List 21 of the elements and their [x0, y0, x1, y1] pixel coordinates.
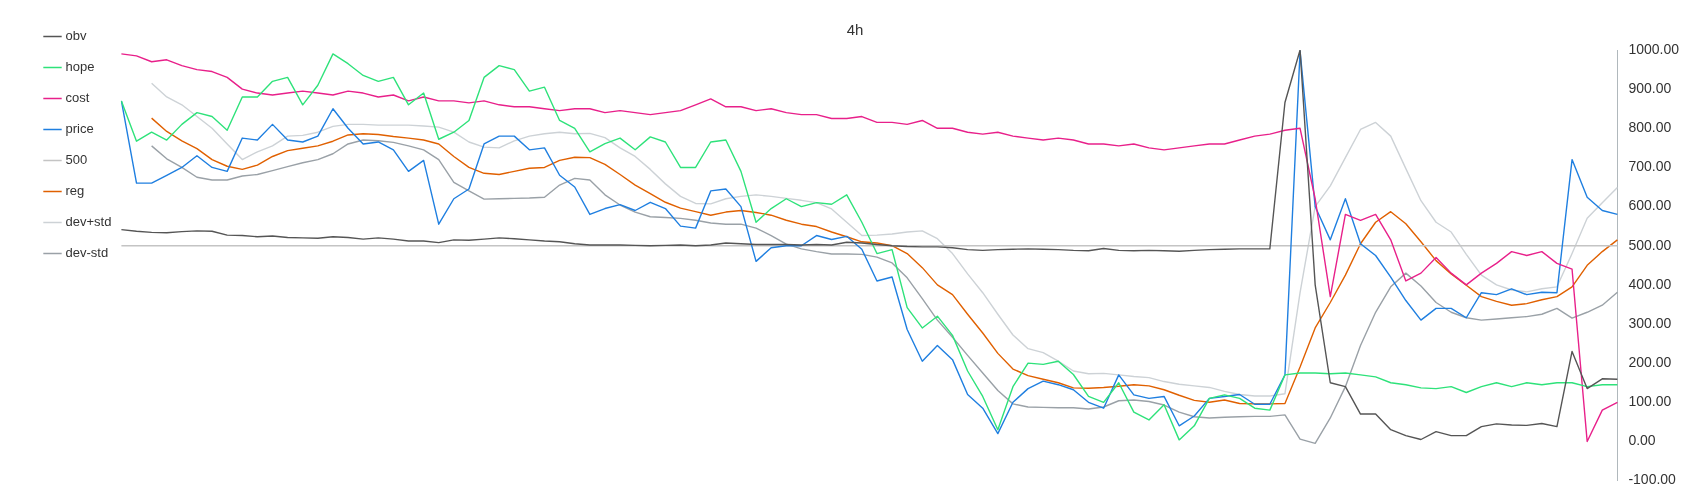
legend-label: price	[65, 121, 94, 137]
y-tick-label: 200.00	[1628, 354, 1672, 371]
y-tick-label: 800.00	[1628, 119, 1672, 136]
y-tick-label: 300.00	[1628, 314, 1672, 331]
legend-label: cost	[65, 90, 90, 106]
y-tick-label: 400.00	[1628, 275, 1672, 292]
legend-label: 500	[65, 152, 88, 168]
legend-label: reg	[65, 183, 85, 199]
y-tick-label: 0.00	[1628, 432, 1656, 449]
y-tick-label: 700.00	[1628, 158, 1672, 175]
legend-label: hope	[65, 59, 95, 75]
legend-label: obv	[65, 28, 87, 44]
y-tick-label: 1000.00	[1628, 40, 1680, 57]
y-tick-label: 900.00	[1628, 80, 1672, 96]
legend-label: dev+std	[65, 214, 112, 230]
y-tick-label: 100.00	[1628, 393, 1672, 410]
y-tick-label: 600.00	[1628, 197, 1672, 214]
legend-label: dev-std	[65, 245, 109, 261]
chart-title: 4h	[846, 21, 864, 39]
y-tick-label: 500.00	[1628, 236, 1672, 253]
y-tick-label: -100.00	[1628, 471, 1677, 488]
